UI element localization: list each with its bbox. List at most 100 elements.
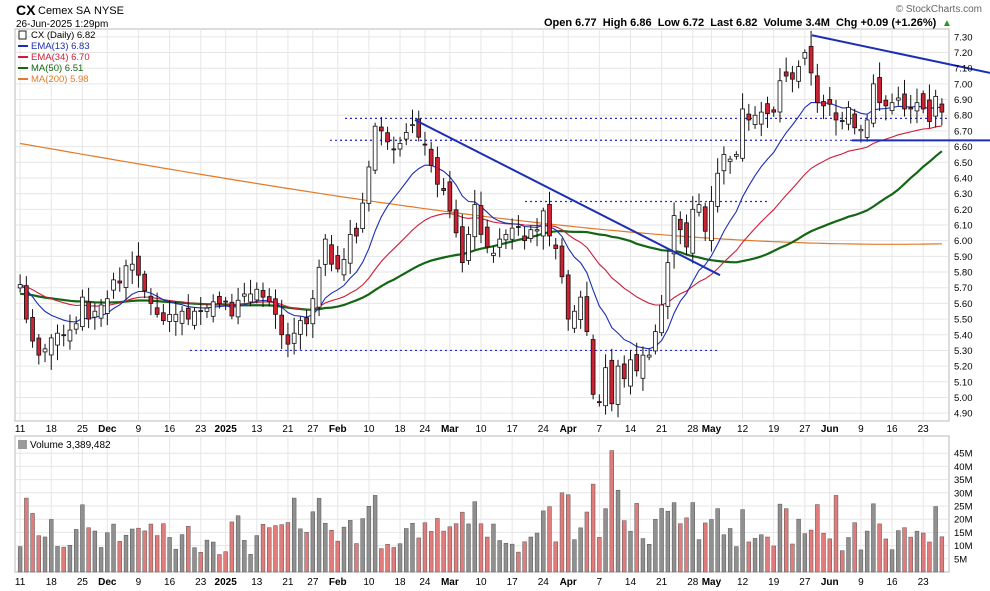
volume-bar (821, 532, 826, 573)
time-tick-label: 25 (77, 424, 89, 435)
volume-bar (883, 538, 889, 573)
candle (852, 108, 858, 135)
candle (690, 196, 696, 264)
time-tick-label: 27 (307, 577, 319, 588)
time-tick-label: 14 (625, 424, 637, 435)
price-tick-label: 6.10 (954, 221, 973, 232)
candle (597, 394, 602, 407)
time-tick-label: 2025 (215, 424, 238, 435)
time-tick-label: 17 (507, 424, 519, 435)
volume-tick-label: 5M (954, 554, 967, 565)
time-tick-label: 23 (195, 577, 207, 588)
candle (491, 245, 496, 263)
volume-bar (896, 530, 901, 573)
time-tick-label: Apr (560, 577, 577, 588)
candle (472, 189, 478, 250)
time-tick-label: 21 (282, 424, 294, 435)
volume-bar (472, 501, 477, 573)
candle (298, 316, 303, 350)
candle (590, 334, 596, 400)
volume-bar (802, 533, 808, 573)
volume-bar (123, 535, 129, 573)
candle (310, 289, 316, 338)
volume-bar (628, 530, 633, 573)
volume-bar (410, 523, 415, 573)
candle (734, 151, 739, 160)
candle (385, 126, 390, 150)
volume-bar (727, 528, 733, 573)
volume-bar (341, 526, 347, 573)
candle (223, 296, 228, 311)
price-tick-label: 5.00 (954, 393, 973, 404)
time-tick-label: 7 (597, 424, 603, 435)
candle (933, 89, 938, 128)
volume-bar (547, 506, 552, 573)
candle (665, 250, 671, 320)
volume-bar (167, 537, 172, 573)
candle (821, 94, 826, 120)
volume-bar (858, 549, 864, 573)
volume-tick-label: 45M (954, 449, 973, 460)
candle (540, 207, 546, 250)
candle (410, 109, 415, 134)
candle (397, 136, 403, 157)
candle (696, 193, 702, 217)
candle (889, 93, 895, 115)
volume-bar (422, 522, 428, 573)
candle (322, 234, 328, 276)
volume-bar (696, 539, 702, 573)
candle (61, 324, 67, 347)
volume-bar (310, 511, 316, 573)
volume-bar (889, 549, 895, 573)
volume-bar (211, 541, 216, 573)
candle (484, 219, 490, 254)
time-tick-label: 23 (195, 424, 207, 435)
volume-bar (678, 523, 683, 573)
volume-bar (914, 530, 920, 573)
volume-bar (927, 541, 932, 573)
volume-bar (497, 540, 502, 573)
volume-bar (61, 546, 66, 573)
candle (266, 288, 272, 307)
volume-bar (665, 510, 671, 573)
time-tick-label: 27 (799, 577, 811, 588)
time-tick-label: May (702, 424, 722, 435)
volume-bar (36, 535, 41, 573)
volume-bar (522, 541, 527, 573)
candle (185, 294, 191, 326)
price-tick-label: 7.20 (954, 48, 973, 59)
time-tick-label: 13 (251, 577, 263, 588)
time-tick-label: Mar (441, 424, 459, 435)
candle (684, 214, 689, 255)
candle (366, 160, 372, 212)
candle (833, 99, 839, 136)
price-tick-label: 5.80 (954, 268, 973, 279)
time-tick-label: 23 (918, 424, 930, 435)
price-tick-label: 7.00 (954, 79, 973, 90)
time-tick-label: 14 (625, 577, 637, 588)
volume-bar (721, 534, 727, 573)
candle (839, 111, 845, 130)
volume-tick-label: 25M (954, 502, 973, 513)
candle (702, 202, 708, 241)
candle (254, 282, 260, 304)
candle (453, 199, 459, 238)
legend-item: EMA(34) 6.70 (31, 52, 90, 63)
volume-bar (852, 522, 857, 573)
candle (877, 62, 882, 111)
time-tick-label: 12 (737, 424, 749, 435)
volume-bar (192, 547, 197, 573)
volume-bar (260, 524, 266, 573)
ma50-line (20, 150, 943, 311)
candle (516, 215, 521, 236)
candle (341, 248, 347, 281)
candle (129, 251, 135, 284)
candle (241, 282, 247, 303)
volume-bar (840, 550, 845, 573)
time-tick-label: 10 (363, 577, 375, 588)
quote-summary: Open 6.77 High 6.86 Low 6.72 Last 6.82 V… (544, 17, 937, 29)
price-tick-label: 5.10 (954, 377, 973, 388)
candle (814, 63, 820, 113)
